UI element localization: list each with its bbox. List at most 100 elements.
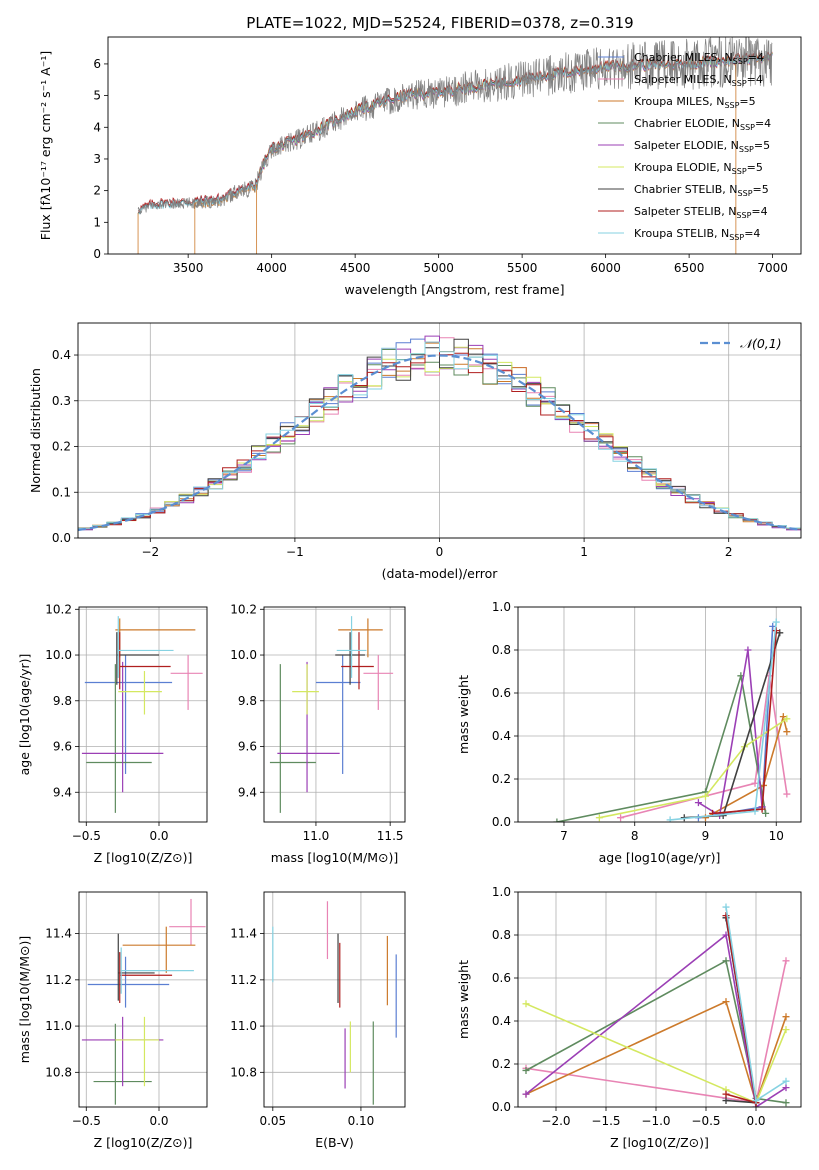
panel-spectrum: 3500 4000 4500 5000 5500 6000 6500 7000 0 1 2 3 4 5 6 w… (38, 36, 802, 297)
legend-label: Chabrier ELODIE, NSSP=4 (634, 117, 771, 132)
legend-label: Kroupa MILES, NSSP=5 (634, 95, 756, 110)
weight-marker (776, 629, 784, 637)
y-tick-label: 1.0 (492, 600, 511, 614)
y-axis-label: Flux [fλ10⁻¹⁷ erg cm⁻² s⁻¹ A⁻¹] (38, 51, 53, 240)
weight-marker (751, 807, 759, 815)
y-tick-label: 10.2 (230, 602, 257, 616)
y-tick-label: 10.8 (45, 1065, 72, 1079)
panel-residuals: −2 −1 0 1 2 0.0 0.1 0.2 0.3 0.4 (data-model)/error… (28, 322, 802, 581)
axes-frame (107, 36, 802, 255)
y-tick-label: 0.6 (492, 971, 511, 985)
x-tick-label: 10 (769, 829, 784, 843)
y-tick-label: 11.2 (230, 973, 257, 987)
weight-marker (752, 1097, 760, 1105)
y-tick-label: 10.0 (45, 648, 72, 662)
plot-area (269, 616, 394, 813)
legend-label-text: Kroupa MILES, N (634, 95, 724, 108)
x-axis-label: Z [log10(Z/Z⊙)] (610, 1135, 709, 1150)
y-tick-label: 0.4 (52, 348, 71, 362)
axes-frame (263, 606, 406, 823)
weight-marker (782, 1077, 790, 1085)
y-tick-label: 9.6 (238, 740, 257, 754)
panel-mass-vs-Z: −0.5 0.0 10.8 11.0 11.2 11.4 Z [log10(Z/Z⊙)] ma… (17, 891, 208, 1150)
weight-line (556, 675, 767, 822)
y-tick-label: 0.8 (492, 928, 511, 942)
weight-marker (722, 998, 730, 1006)
legend-label-tail: =5 (753, 183, 769, 196)
legend-label-tail: =4 (747, 73, 763, 86)
x-tick-label: 5500 (507, 261, 538, 275)
y-tick-label: 0.2 (492, 1057, 511, 1071)
y-tick-label: 0.0 (492, 815, 511, 829)
weight-marker (701, 814, 709, 822)
x-tick-label: 9 (702, 829, 710, 843)
legend-label-sub: SSP (739, 145, 754, 154)
legend-label-text: Chabrier STELIB, N (634, 183, 738, 196)
y-axis-label: Normed distribution (28, 368, 43, 493)
legend-label-tail: =5 (754, 139, 770, 152)
axes-frame (77, 322, 802, 539)
weight-marker (722, 912, 730, 920)
legend-label-sub: SSP (733, 57, 748, 66)
y-tick-label: 0 (93, 247, 101, 261)
plot-area (81, 898, 206, 1105)
x-tick-label: 0.05 (259, 1114, 286, 1128)
x-tick-label: 0 (436, 545, 444, 559)
weight-marker (553, 818, 561, 822)
weight-marker (772, 618, 780, 626)
x-axis-label: age [log10(age/yr)] (599, 850, 721, 865)
x-tick-label: −1 (286, 545, 304, 559)
x-axis-label: (data-model)/error (382, 566, 499, 581)
x-axis-label: E(B-V) (315, 1135, 354, 1150)
y-tick-label: 11.2 (45, 973, 72, 987)
weight-marker (722, 903, 730, 911)
y-axis-label: mass [log10(M/M⊙)] (17, 936, 32, 1064)
y-tick-label: 3 (93, 152, 101, 166)
legend-label-text: Chabrier MILES, N (634, 51, 733, 64)
figure-title: PLATE=1022, MJD=52524, FIBERID=0378, z=0… (246, 14, 633, 32)
y-tick-label: 11.4 (45, 927, 72, 941)
weight-marker (762, 809, 770, 817)
y-tick-label: 0.2 (52, 440, 71, 454)
weight-line (525, 959, 787, 1104)
y-tick-label: 1.0 (492, 885, 511, 899)
weight-marker (782, 1026, 790, 1034)
legend-label-text: Kroupa ELODIE, N (634, 161, 732, 174)
weight-marker (722, 1090, 730, 1098)
weight-marker (522, 1090, 530, 1098)
legend-label-tail: =4 (744, 227, 760, 240)
weight-marker (782, 1084, 790, 1092)
axes-frame (78, 891, 208, 1108)
panel-mass-vs-EBV: 0.05 0.10 10.8 11.0 11.2 11.4 E(B-V) (230, 891, 406, 1150)
y-tick-label: 5 (93, 89, 101, 103)
legend-label-sub: SSP (729, 233, 744, 242)
weight-marker (701, 792, 709, 800)
y-tick-label: 11.0 (45, 1019, 72, 1033)
x-tick-label: 4500 (340, 261, 371, 275)
y-tick-label: 9.8 (53, 694, 72, 708)
weight-marker (617, 814, 625, 822)
weight-line (525, 933, 787, 1107)
x-tick-label: 6500 (674, 261, 705, 275)
x-axis-label: Z [log10(Z/Z⊙)] (94, 850, 193, 865)
y-tick-label: 11.0 (230, 1019, 257, 1033)
y-axis-label: mass weight (456, 675, 471, 754)
y-tick-label: 11.4 (230, 927, 257, 941)
x-tick-label: −2 (141, 545, 159, 559)
weight-line (525, 1000, 787, 1106)
y-axis-label: age [log10(age/yr)] (17, 654, 32, 776)
panel-weight-vs-age: 7 8 9 10 0.0 0.2 0.4 0.6 0.8 1.0 age [log10(age/yr… (456, 600, 802, 865)
plot-area (137, 37, 773, 254)
y-tick-label: 6 (93, 57, 101, 71)
legend-label: 𝒩(0,1) (740, 336, 782, 351)
weight-marker (595, 814, 603, 822)
weight-line (705, 713, 788, 819)
x-tick-label: 8 (631, 829, 639, 843)
plot-area (522, 903, 790, 1107)
axes-frame (78, 606, 208, 823)
x-axis-label: wavelength [Angstrom, rest frame] (344, 282, 564, 297)
y-tick-label: 0.2 (492, 772, 511, 786)
y-tick-label: 9.4 (238, 785, 257, 799)
x-tick-label: −0.5 (72, 829, 101, 843)
